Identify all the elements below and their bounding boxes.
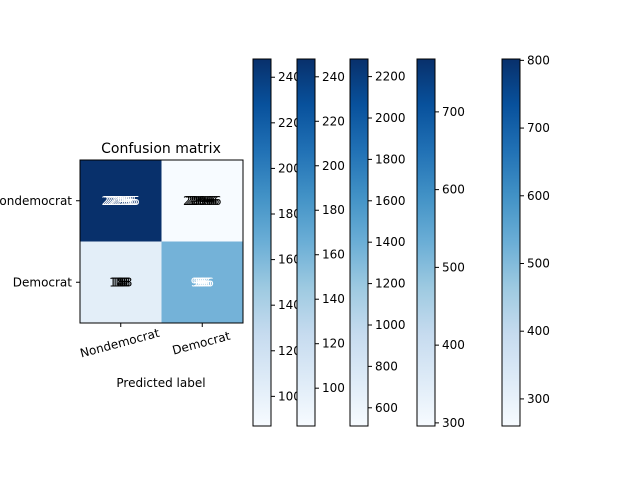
colorbar-tick-label: 220 bbox=[278, 116, 301, 130]
colorbar-tick-label: 180 bbox=[278, 207, 301, 221]
colorbar-tick-label: 120 bbox=[322, 337, 345, 351]
cell-value-label: 2096 bbox=[187, 194, 218, 208]
cell-value-label: 96 bbox=[195, 275, 210, 289]
colorbars: 100 120 140 160 180 200 220 240 100 120 140 160 180 2… bbox=[252, 53, 550, 430]
y-tick-label: Nondemocrat bbox=[0, 194, 72, 208]
colorbar-tick-label: 1600 bbox=[375, 194, 406, 208]
colorbar-gradient bbox=[502, 59, 520, 426]
cell-value-label: 2096 bbox=[185, 194, 216, 208]
heatmap-frame bbox=[79, 159, 244, 324]
cell-value-label: 2096 bbox=[189, 194, 220, 208]
colorbar-tick-label: 1000 bbox=[375, 318, 406, 332]
colorbar-tick-label: 240 bbox=[322, 70, 345, 84]
x-tick-label: Democrat bbox=[171, 329, 232, 358]
chart-title: Confusion matrix bbox=[101, 141, 221, 157]
cell-value-label: 2295 bbox=[101, 194, 132, 208]
x-tick-label: Nondemocrat bbox=[79, 326, 162, 361]
cell-value-label: 96 bbox=[191, 275, 206, 289]
colorbar-tick-label: 160 bbox=[278, 253, 301, 267]
colorbar-tick-label: 1800 bbox=[375, 152, 406, 166]
x-axis-label: Predicted label bbox=[116, 376, 205, 390]
colorbar-tick-label: 700 bbox=[442, 105, 465, 119]
colorbar-tick-label: 2000 bbox=[375, 111, 406, 125]
colorbar-gradient bbox=[253, 59, 271, 426]
colorbar-tick-label: 140 bbox=[322, 292, 345, 306]
colorbar-gradient bbox=[417, 59, 435, 426]
colorbar-tick-label: 2200 bbox=[375, 70, 406, 84]
colorbar-tick-label: 500 bbox=[527, 256, 550, 270]
colorbar-tick-label: 800 bbox=[527, 53, 550, 67]
heatmap-cell bbox=[80, 241, 162, 323]
colorbar-tick-label: 220 bbox=[322, 114, 345, 128]
cell-value-label: 2295 bbox=[103, 194, 134, 208]
colorbar-tick-label: 100 bbox=[322, 381, 345, 395]
colorbar-tick-label: 140 bbox=[278, 298, 301, 312]
colorbar-tick-label: 700 bbox=[527, 121, 550, 135]
cell-value-label: 2295 bbox=[105, 194, 136, 208]
colorbar-tick-label: 1200 bbox=[375, 277, 406, 291]
colorbar-tick-label: 500 bbox=[442, 260, 465, 274]
colorbar: 100 120 140 160 180 200 220 240 bbox=[252, 58, 301, 427]
colorbar-tick-label: 1400 bbox=[375, 235, 406, 249]
colorbar-tick-label: 600 bbox=[527, 189, 550, 203]
colorbar-tick-label: 240 bbox=[278, 70, 301, 84]
cell-value-label: 96 bbox=[197, 275, 212, 289]
colorbar: 600 800 1000 1200 1400 1600 1800 2000 2200 bbox=[349, 58, 406, 427]
colorbar: 100 120 140 160 180 200 220 240 bbox=[296, 58, 345, 427]
colorbar-tick-label: 180 bbox=[322, 203, 345, 217]
colorbar-frame bbox=[501, 58, 521, 427]
cell-value-label: 96 bbox=[199, 275, 214, 289]
cell-value-label: 2096 bbox=[191, 194, 222, 208]
colorbar-frame bbox=[416, 58, 436, 427]
cell-value-label: 18 bbox=[117, 275, 132, 289]
colorbar-tick-label: 200 bbox=[278, 161, 301, 175]
colorbar-tick-label: 800 bbox=[375, 359, 398, 373]
cell-value-label: 2295 bbox=[109, 194, 140, 208]
heatmap-cell bbox=[161, 160, 243, 242]
cell-value-label: 18 bbox=[113, 275, 128, 289]
colorbar-tick-label: 120 bbox=[278, 344, 301, 358]
colorbar-tick-label: 160 bbox=[322, 248, 345, 262]
colorbar-tick-label: 600 bbox=[375, 401, 398, 415]
cell-value-label: 2295 bbox=[107, 194, 138, 208]
cell-value-label: 18 bbox=[111, 275, 126, 289]
colorbar-gradient bbox=[350, 59, 368, 426]
y-tick-label: Democrat bbox=[13, 275, 73, 289]
cell-value-label: 2096 bbox=[183, 194, 214, 208]
colorbar-tick-label: 100 bbox=[278, 389, 301, 403]
cell-value-label: 96 bbox=[193, 275, 208, 289]
colorbar-tick-label: 400 bbox=[442, 338, 465, 352]
heatmap-cell bbox=[80, 160, 162, 242]
colorbar: 300 400 500 600 700 bbox=[416, 58, 465, 430]
colorbar-frame bbox=[296, 58, 316, 427]
heatmap-cell bbox=[161, 241, 243, 323]
colorbar-gradient bbox=[297, 59, 315, 426]
colorbar-tick-label: 300 bbox=[442, 416, 465, 430]
cell-value-label: 18 bbox=[109, 275, 124, 289]
colorbar-frame bbox=[252, 58, 272, 427]
colorbar-tick-label: 200 bbox=[322, 159, 345, 173]
cell-value-label: 18 bbox=[115, 275, 130, 289]
colorbar-tick-label: 300 bbox=[527, 392, 550, 406]
colorbar-tick-label: 600 bbox=[442, 183, 465, 197]
colorbar-tick-label: 400 bbox=[527, 324, 550, 338]
colorbar: 300 400 500 600 700 800 bbox=[501, 53, 550, 427]
